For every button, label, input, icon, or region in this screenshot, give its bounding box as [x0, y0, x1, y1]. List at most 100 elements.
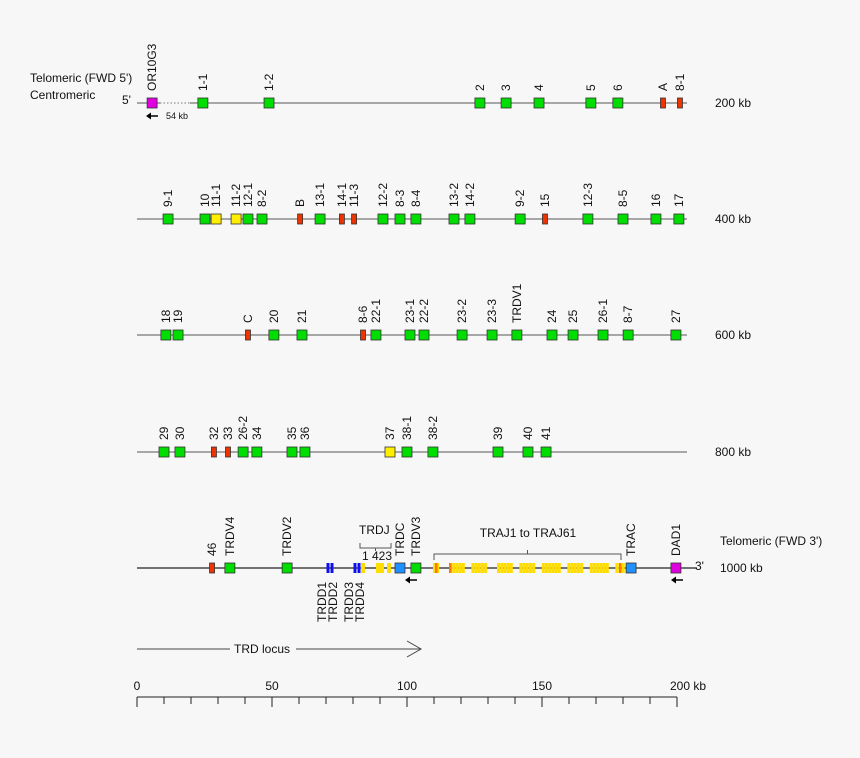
gene-pseudo-box	[297, 213, 303, 225]
traj-segment	[577, 563, 580, 573]
gene-V-box	[418, 329, 430, 341]
gene-V-box	[286, 446, 298, 458]
gene-label: 36	[298, 426, 312, 440]
gene-V-box	[158, 446, 170, 458]
gene-label: OR10G3	[145, 43, 159, 91]
traj-segment	[596, 563, 600, 573]
direction-arrow-head	[146, 112, 151, 120]
gene-pseudo-box	[351, 213, 357, 225]
gene-V-box	[410, 213, 422, 225]
trdj-bracket	[359, 543, 392, 551]
trdj-segment	[380, 563, 384, 573]
traj-pseudo-segment	[619, 563, 622, 573]
trdd4-label: TRDD4	[353, 582, 367, 622]
traj-segment	[551, 563, 555, 573]
axis-tick-label: 100	[397, 679, 417, 693]
gene-label: 25	[566, 309, 580, 323]
gene-label: 29	[157, 426, 171, 440]
gene-label: 33	[221, 426, 235, 440]
gene-V-box	[673, 213, 685, 225]
gene-label: 1-2	[262, 73, 276, 91]
trdj-label: TRDJ	[359, 523, 390, 537]
gene-label: 24	[545, 309, 559, 323]
traj-segment	[589, 563, 593, 573]
traj-segment	[500, 563, 504, 573]
gene-label: 8-5	[616, 189, 630, 207]
gene-V-box	[162, 213, 174, 225]
traj-segment	[433, 563, 436, 573]
gene-label: 23-1	[403, 299, 417, 323]
traj-segment	[541, 563, 545, 573]
gene-label: 8-1	[673, 73, 687, 91]
gene-C-box	[625, 562, 637, 574]
gene-V-box	[622, 329, 634, 341]
axis-tick-label: 0	[134, 679, 141, 693]
gene-V-box	[546, 329, 558, 341]
traj-segment	[506, 563, 510, 573]
gene-V-box	[567, 329, 579, 341]
gene-V-box	[377, 213, 389, 225]
gene-label: TRDV1	[510, 283, 524, 323]
traj-segment	[436, 563, 440, 573]
gene-V-box	[237, 446, 249, 458]
gene-label: 11-2	[229, 184, 243, 207]
gene-label: 9-2	[513, 189, 527, 207]
gene-V-box	[500, 97, 512, 109]
gene-label: 21	[295, 309, 309, 323]
traj-segment	[570, 563, 574, 573]
gene-V-box	[597, 329, 609, 341]
gene-V-box	[197, 97, 209, 109]
gene-label: 9-1	[161, 189, 175, 207]
trdd1-label: TRDD1	[315, 582, 329, 622]
traj-segment	[509, 563, 513, 573]
gene-C-box	[394, 562, 406, 574]
gene-label: 8-4	[409, 189, 423, 207]
gene-label: 35	[285, 426, 299, 440]
gene-V-box	[464, 213, 476, 225]
trd-locus-label: TRD locus	[234, 642, 290, 656]
gene-label: 23-3	[485, 299, 499, 323]
gene-label: 22-2	[417, 299, 431, 323]
gene-V-box	[582, 213, 594, 225]
gene-label: 14-1	[335, 183, 349, 207]
telomeric-3-label: Telomeric (FWD 3')	[720, 534, 822, 548]
gene-V-box	[492, 446, 504, 458]
traj-segment	[573, 563, 577, 573]
traj-cluster	[433, 563, 625, 573]
gene-label: 14-2	[463, 183, 477, 207]
traj-segment	[471, 563, 475, 573]
gene-label: TRDC	[393, 522, 407, 556]
gene-V-box	[533, 97, 545, 109]
gene-label: 8-2	[255, 189, 269, 207]
gene-V-box	[401, 446, 413, 458]
centromeric-label: Centromeric	[30, 88, 95, 102]
traj-segment	[567, 563, 571, 573]
axis-end-label: 200 kb	[670, 679, 706, 693]
traj-label: TRAJ1 to TRAJ61	[480, 526, 577, 540]
gene-label: TRDV4	[223, 516, 237, 556]
gene-V-box	[199, 213, 211, 225]
gene-label: 6	[611, 84, 625, 91]
gene-other-box	[146, 97, 158, 109]
gene-label: C	[241, 314, 255, 323]
gene-V-box	[370, 329, 382, 341]
gene-label: 4	[532, 84, 546, 91]
traj-segment	[605, 563, 609, 573]
axis-tick-label: 50	[265, 679, 279, 693]
gene-label: 19	[171, 309, 185, 323]
gene-label: 34	[250, 426, 264, 440]
traj-segment	[621, 563, 625, 573]
trdd-segment	[353, 563, 357, 573]
gene-label: 23-2	[455, 299, 469, 323]
telomeric-5-label: Telomeric (FWD 5')	[30, 71, 132, 85]
three-prime-label: 3'	[695, 559, 704, 573]
traj-segment	[484, 563, 488, 573]
traj-segment	[461, 563, 465, 573]
gene-label: 46	[205, 542, 219, 556]
trdd-segment	[326, 563, 330, 573]
gene-V-box	[486, 329, 498, 341]
traj-segment	[580, 563, 584, 573]
gene-label: 13-1	[313, 183, 327, 207]
